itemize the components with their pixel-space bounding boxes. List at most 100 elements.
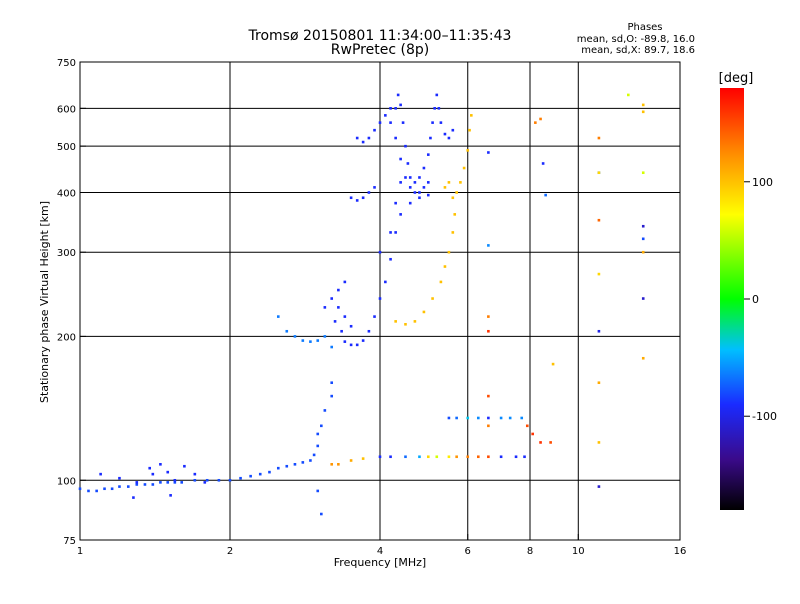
data-point xyxy=(413,191,417,194)
data-point xyxy=(487,394,490,398)
data-point xyxy=(487,315,490,318)
data-point xyxy=(418,455,421,459)
data-point xyxy=(173,481,177,484)
data-point xyxy=(404,144,407,148)
data-point xyxy=(316,444,320,448)
data-point xyxy=(355,343,359,347)
data-point xyxy=(205,478,209,482)
chart-title: Tromsø 20150801 11:34:00–11:35:43 xyxy=(248,28,512,44)
data-point xyxy=(349,324,353,328)
data-point xyxy=(426,455,430,459)
data-point xyxy=(337,463,340,466)
data-point xyxy=(320,424,323,428)
data-point xyxy=(309,340,312,343)
data-point xyxy=(399,181,402,184)
data-point xyxy=(159,463,162,466)
data-point xyxy=(426,153,430,156)
data-point xyxy=(276,466,280,470)
data-point xyxy=(378,297,382,300)
data-point xyxy=(439,121,443,124)
y-tick-label: 600 xyxy=(57,104,76,115)
data-point xyxy=(126,485,130,488)
data-point xyxy=(389,257,392,261)
data-point xyxy=(367,191,371,194)
data-point xyxy=(641,224,645,228)
data-point xyxy=(406,162,410,165)
data-point xyxy=(404,176,407,179)
data-point xyxy=(413,181,417,184)
data-point xyxy=(394,231,397,234)
data-point xyxy=(384,280,387,284)
data-point xyxy=(316,489,320,493)
data-points xyxy=(78,93,645,516)
data-point xyxy=(551,362,555,366)
data-point xyxy=(110,487,114,491)
data-point xyxy=(323,335,327,338)
x-tick-label: 10 xyxy=(572,546,585,557)
data-point xyxy=(378,250,382,254)
data-point xyxy=(413,320,417,323)
data-point xyxy=(87,489,90,493)
data-point xyxy=(426,193,430,197)
data-point xyxy=(337,306,340,309)
data-point xyxy=(443,186,447,189)
data-point xyxy=(118,476,121,480)
data-point xyxy=(193,478,197,482)
data-point xyxy=(514,455,518,459)
x-tick-label: 2 xyxy=(227,546,233,557)
data-point xyxy=(394,136,397,140)
phases-line-o: mean, sd,O: -89.8, 16.0 xyxy=(577,34,695,45)
data-point xyxy=(422,166,426,170)
data-point xyxy=(389,455,392,459)
data-point xyxy=(367,136,371,140)
colorbar-ticks: 100 0 -100 xyxy=(744,176,777,423)
data-point xyxy=(135,483,139,486)
data-point xyxy=(408,176,412,179)
data-point xyxy=(520,416,524,420)
data-point xyxy=(337,288,340,292)
data-point xyxy=(349,459,353,462)
data-point xyxy=(330,297,334,300)
data-point xyxy=(641,110,645,114)
data-point xyxy=(422,186,426,189)
chart-subtitle: RwPretec (8p) xyxy=(331,42,429,58)
data-point xyxy=(499,416,503,420)
data-point xyxy=(330,394,334,398)
data-point xyxy=(466,416,470,420)
data-point xyxy=(453,213,457,216)
data-point xyxy=(404,455,407,459)
data-point xyxy=(166,470,170,474)
data-point xyxy=(166,481,170,484)
colorbar-tick-label: 100 xyxy=(752,176,773,189)
data-point xyxy=(249,474,252,478)
data-point xyxy=(499,455,503,459)
data-point xyxy=(404,322,407,326)
colorbar-tick-label: 0 xyxy=(752,293,759,306)
x-axis-ticks: 1 2 4 6 8 10 16 xyxy=(77,534,687,557)
data-point xyxy=(285,464,289,468)
data-point xyxy=(132,496,135,499)
data-point xyxy=(597,485,601,488)
y-tick-label: 500 xyxy=(57,142,76,153)
y-tick-label: 400 xyxy=(57,188,76,199)
data-point xyxy=(418,191,421,194)
data-point xyxy=(433,107,436,110)
data-point xyxy=(487,416,490,420)
x-tick-label: 16 xyxy=(674,546,687,557)
data-point xyxy=(389,121,392,124)
data-point xyxy=(373,186,376,189)
data-point xyxy=(320,512,323,516)
data-point xyxy=(343,315,347,318)
data-point xyxy=(183,464,186,468)
data-point xyxy=(399,213,402,216)
data-point xyxy=(394,107,397,110)
data-point xyxy=(361,339,365,342)
data-point xyxy=(373,315,376,318)
data-point xyxy=(349,196,353,200)
data-point xyxy=(173,478,177,482)
data-point xyxy=(549,441,552,444)
data-point xyxy=(462,166,466,170)
data-point xyxy=(431,121,434,124)
data-point xyxy=(399,103,402,107)
